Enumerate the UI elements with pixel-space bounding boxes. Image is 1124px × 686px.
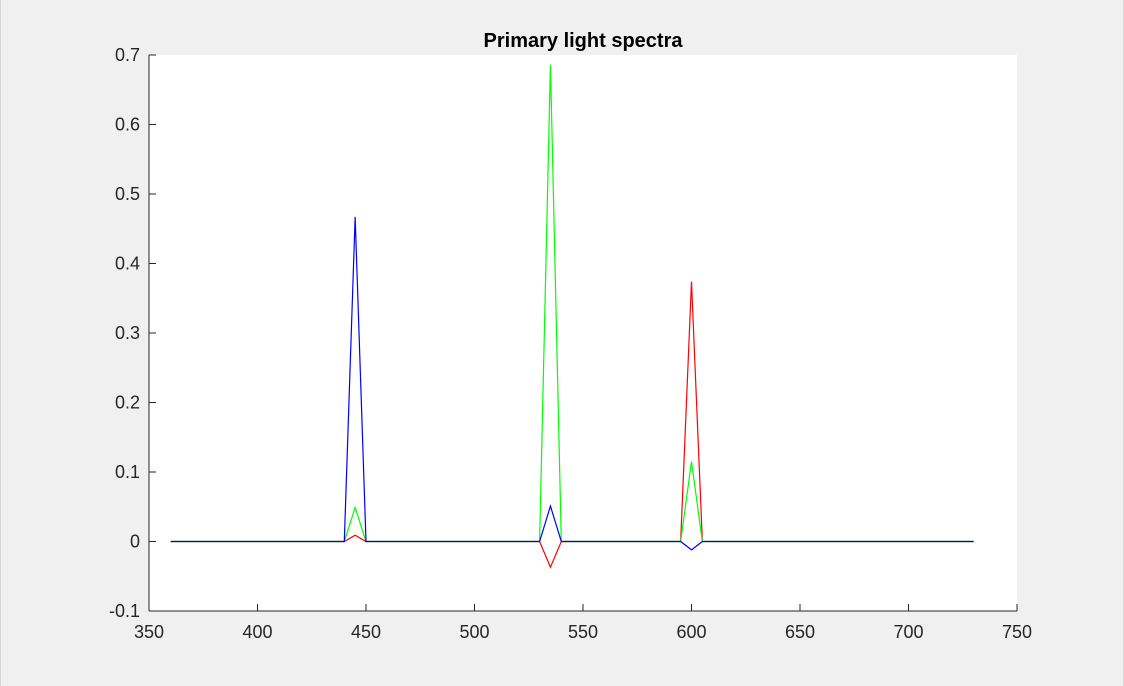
x-tick-label: 700 [893,622,923,642]
y-tick-label: 0 [130,532,140,552]
y-tick-label: 0.6 [115,115,140,135]
y-tick-label: 0.4 [115,254,140,274]
x-tick-label: 650 [785,622,815,642]
series-line-1 [170,64,974,543]
y-tick-label: 0.7 [115,45,140,65]
y-tick-label: 0.3 [115,323,140,343]
chart-title: Primary light spectra [484,30,684,52]
axes: 350 400 450 500 550 600 650 700 750 -0.1 0 0.1 0.2 0.… [109,45,1032,642]
y-tick-label: 0.1 [115,462,140,482]
series-line-2 [170,216,974,551]
x-tick-label: 450 [351,622,381,642]
y-tick-label: -0.1 [109,601,140,621]
x-tick-label: 750 [1002,622,1032,642]
y-tick-label: 0.5 [115,184,140,204]
x-tick-label: 550 [568,622,598,642]
plot-area [149,55,1017,611]
x-tick-label: 500 [459,622,489,642]
y-tick-label: 0.2 [115,393,140,413]
series-line-0 [170,281,974,569]
x-tick-label: 400 [242,622,272,642]
x-tick-label: 600 [676,622,706,642]
series-group [170,64,974,569]
x-tick-label: 350 [134,622,164,642]
